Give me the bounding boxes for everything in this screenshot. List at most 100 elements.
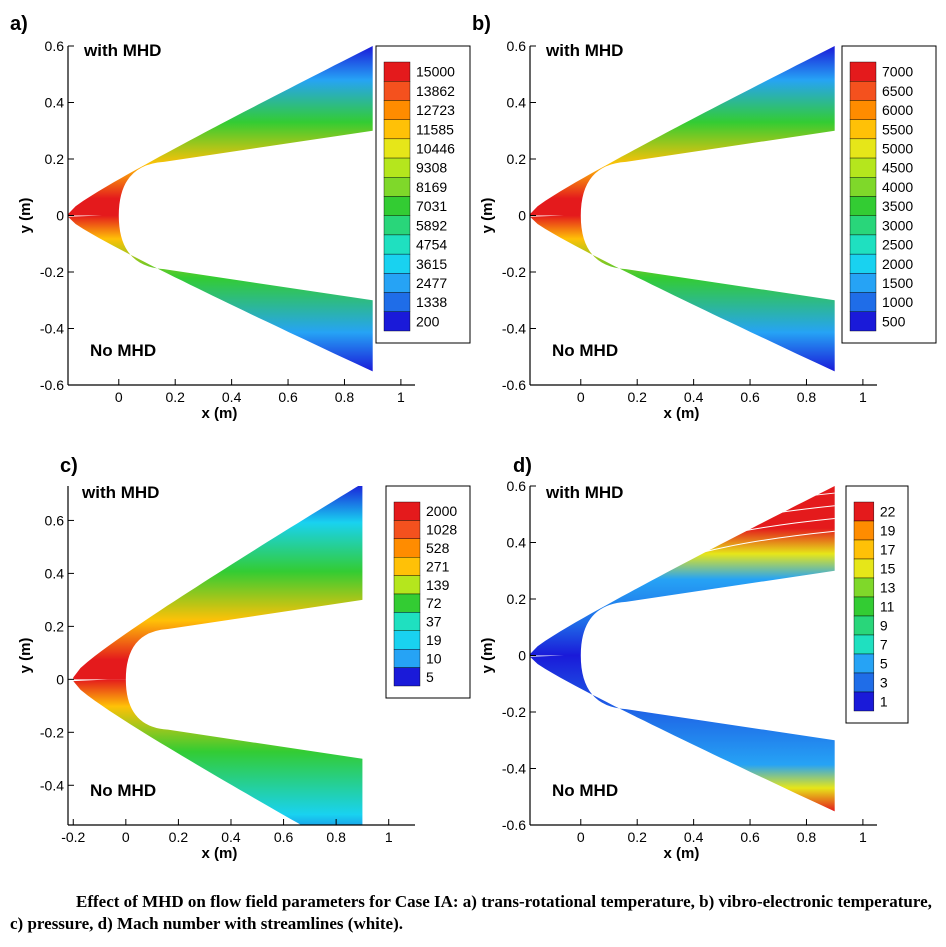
legend-swatch <box>383 292 411 312</box>
legend-level-label: 6000 <box>882 102 913 118</box>
legend-level-label: 3 <box>880 675 888 691</box>
chart-panel-d: 0 0.2 0.4 0.6 0.8 1 -0.6 -0.4 -0.2 0 0.2 0.4 0.6 x (m… <box>479 455 909 862</box>
with-mhd-label: with MHD <box>83 41 161 60</box>
legend-level-label: 3000 <box>882 217 913 233</box>
y-tick-label: -0.2 <box>40 724 64 740</box>
legend-level-label: 3615 <box>416 256 447 272</box>
legend-level-label: 1500 <box>882 275 913 291</box>
y-tick-label: -0.2 <box>502 264 526 280</box>
with-mhd-flow-region <box>73 486 363 680</box>
figure-caption: Effect of MHD on flow field parameters f… <box>10 892 932 933</box>
legend-level-label: 15 <box>880 561 896 577</box>
x-tick-label: 0.2 <box>627 829 647 845</box>
legend-level-label: 11585 <box>416 121 454 137</box>
legend-level-label: 5892 <box>416 217 447 233</box>
legend-level-label: 1338 <box>416 294 447 310</box>
y-axis-label: y (m) <box>479 638 496 674</box>
chart-panel-a: 0 0.2 0.4 0.6 0.8 1 -0.6 -0.4 -0.2 0 0.2 0.4 0.6 x (m… <box>10 13 471 422</box>
panel-label: b) <box>472 13 491 35</box>
legend-level-label: 13 <box>880 580 896 596</box>
y-tick-label: 0.6 <box>45 38 65 54</box>
legend-level-label: 5 <box>426 669 434 685</box>
y-axis-label: y (m) <box>17 198 34 234</box>
x-tick-label: 0 <box>122 829 130 845</box>
y-tick-label: 0 <box>518 648 526 664</box>
with-mhd-label: with MHD <box>81 483 159 502</box>
y-tick-label: 0.4 <box>45 565 65 581</box>
legend-level-label: 22 <box>880 504 896 520</box>
y-tick-label: -0.6 <box>502 377 526 393</box>
with-mhd-label: with MHD <box>545 483 623 502</box>
legend-swatch <box>849 61 877 82</box>
x-tick-label: 0.2 <box>627 389 647 405</box>
no-mhd-label: No MHD <box>90 781 156 800</box>
legend-swatch <box>849 253 877 274</box>
no-mhd-flow-region <box>68 215 373 372</box>
legend-swatch <box>393 649 421 668</box>
with-mhd-flow-region <box>68 46 373 216</box>
legend-level-label: 3500 <box>882 198 913 214</box>
legend-swatch <box>853 615 875 636</box>
legend-swatch <box>853 520 875 541</box>
streamline <box>532 530 835 643</box>
legend: 7000 6500 6000 5500 5000 4500 4000 3500 3000 2500… <box>841 45 937 344</box>
y-tick-label: 0.4 <box>507 535 527 551</box>
legend-level-label: 139 <box>426 577 450 593</box>
x-tick-label: 0.8 <box>326 829 346 845</box>
y-tick-label: 0.4 <box>507 95 527 111</box>
legend-swatch <box>849 138 877 159</box>
x-tick-label: 0 <box>577 829 585 845</box>
no-mhd-flow-region <box>530 655 835 812</box>
no-mhd-flow-region <box>530 215 835 372</box>
legend-swatch <box>849 81 877 101</box>
legend-swatch <box>383 273 411 293</box>
y-tick-label: 0.2 <box>507 591 527 607</box>
x-tick-label: -0.2 <box>61 829 85 845</box>
legend-level-label: 1 <box>880 694 888 710</box>
legend-swatch <box>383 157 411 178</box>
y-tick-label: 0.6 <box>507 478 527 494</box>
x-tick-label: 0 <box>577 389 585 405</box>
y-tick-label: -0.2 <box>502 704 526 720</box>
legend: 15000 13862 12723 11585 10446 9308 8169 7031 589… <box>375 45 471 344</box>
legend-level-label: 17 <box>880 542 896 558</box>
legend-level-label: 271 <box>426 558 450 574</box>
figure: 0 0.2 0.4 0.6 0.8 1 -0.6 -0.4 -0.2 0 0.2 0.4 0.6 x (m… <box>10 13 937 862</box>
y-tick-label: 0 <box>56 208 64 224</box>
y-tick-label: -0.4 <box>40 321 64 337</box>
streamline <box>532 505 835 628</box>
legend-swatch <box>383 119 411 140</box>
x-tick-label: 0 <box>115 389 123 405</box>
legend-swatch <box>383 253 411 274</box>
y-tick-label: -0.6 <box>40 377 64 393</box>
contour-field <box>73 486 363 825</box>
legend-level-label: 9308 <box>416 160 447 176</box>
legend-swatch <box>853 672 875 693</box>
legend-level-label: 5500 <box>882 121 913 137</box>
x-tick-label: 0.6 <box>740 389 760 405</box>
panel-label: c) <box>60 455 78 477</box>
legend-level-label: 5000 <box>882 140 913 156</box>
legend-swatch <box>383 234 411 255</box>
y-tick-label: -0.2 <box>40 264 64 280</box>
x-tick-label: 0.4 <box>684 389 704 405</box>
streamline <box>532 492 835 620</box>
legend-swatch <box>383 138 411 159</box>
x-tick-label: 0.8 <box>797 829 817 845</box>
x-tick-label: 0.6 <box>278 389 298 405</box>
y-axis-label: y (m) <box>479 198 496 234</box>
legend-swatch <box>393 538 421 558</box>
legend-swatch <box>393 575 421 595</box>
x-axis-label: x (m) <box>202 845 238 862</box>
legend-swatch <box>393 612 421 632</box>
legend-swatch <box>393 520 421 540</box>
legend-level-label: 9 <box>880 618 888 634</box>
legend-level-label: 7000 <box>882 64 913 80</box>
legend-level-label: 4754 <box>416 237 447 253</box>
legend-level-label: 2000 <box>426 503 457 519</box>
chart-panel-b: 0 0.2 0.4 0.6 0.8 1 -0.6 -0.4 -0.2 0 0.2 0.4 0.6 x (m… <box>472 13 937 422</box>
no-mhd-label: No MHD <box>90 341 156 360</box>
legend-level-label: 19 <box>426 632 442 648</box>
chart-panel-c: -0.2 0 0.2 0.4 0.6 0.8 1 -0.4 -0.2 0 0.2 0.4 0.6 x (m… <box>17 455 471 862</box>
legend-level-label: 19 <box>880 523 896 539</box>
